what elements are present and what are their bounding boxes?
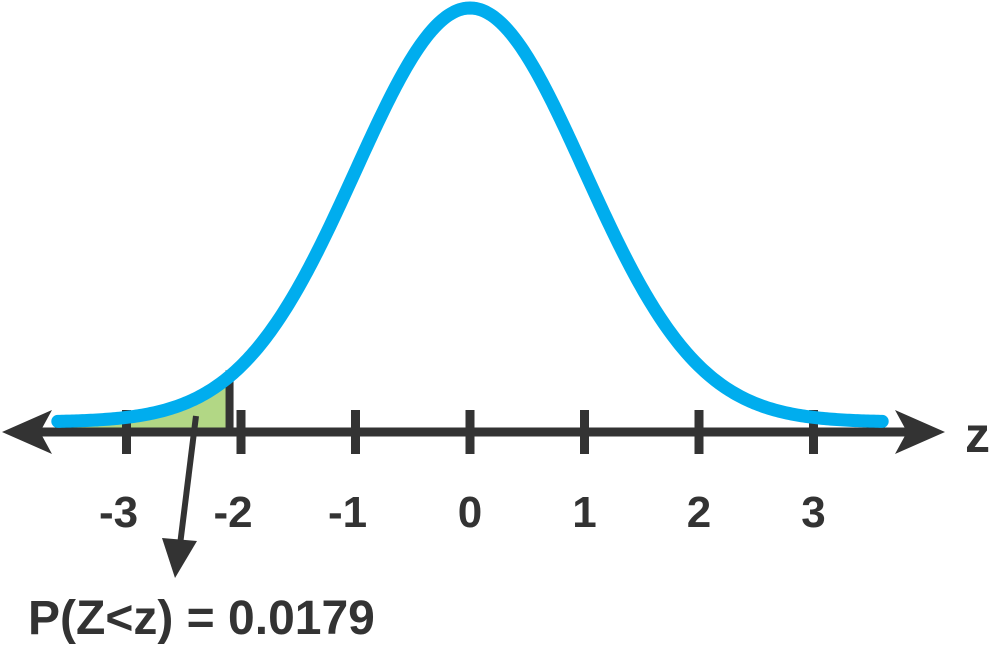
normal-curve [51, 1, 889, 428]
pointer-arrow-line [177, 415, 199, 546]
axis-tick-labels: -3 -2 -1 0 1 2 3 [99, 488, 826, 537]
tick-label: -3 [99, 488, 138, 537]
axis-label-z: z [965, 407, 990, 463]
tick-label: -1 [328, 488, 367, 537]
shaded-tail-area [57, 376, 230, 432]
tick-label: -2 [213, 488, 252, 537]
tick-label: 1 [572, 488, 596, 537]
pointer-arrow-head [162, 538, 197, 578]
axis-arrow-right [895, 410, 945, 454]
axis-arrow-left [2, 410, 52, 454]
tick-label: 3 [801, 488, 825, 537]
probability-annotation: P(Z<z) = 0.0179 [28, 592, 375, 645]
tick-label: 0 [458, 488, 482, 537]
tick-label: 2 [687, 488, 711, 537]
